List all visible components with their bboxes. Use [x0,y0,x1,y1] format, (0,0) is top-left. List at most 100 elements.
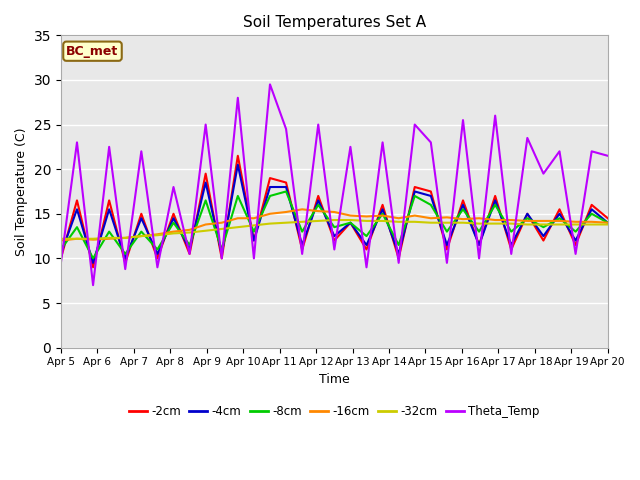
-2cm [266,175,274,181]
-8cm [476,229,483,235]
-4cm [89,260,97,266]
-32cm [106,235,113,241]
-2cm [556,206,563,212]
Theta_Temp [298,251,306,257]
-16cm [170,229,177,235]
-16cm [347,213,355,218]
-32cm [395,219,403,225]
-2cm [234,153,242,159]
-16cm [154,231,161,237]
-4cm [170,216,177,221]
-32cm [347,217,355,223]
Line: -16cm: -16cm [61,209,608,240]
-16cm [379,213,387,218]
-2cm [572,242,579,248]
-2cm [540,238,547,243]
-8cm [395,242,403,248]
-4cm [106,206,113,212]
-2cm [330,238,338,243]
Theta_Temp [379,140,387,145]
-8cm [186,242,193,248]
-2cm [73,197,81,203]
-32cm [492,221,499,227]
-16cm [57,238,65,243]
-32cm [138,233,145,239]
Theta_Temp [314,121,322,127]
-4cm [314,197,322,203]
Theta_Temp [347,144,355,150]
-16cm [411,213,419,218]
-16cm [218,220,225,226]
-8cm [298,229,306,235]
-2cm [379,202,387,208]
-2cm [57,255,65,261]
-32cm [282,220,290,226]
-8cm [604,220,612,226]
-4cm [524,211,531,216]
-16cm [427,216,435,221]
-8cm [314,202,322,208]
Theta_Temp [266,82,274,87]
-4cm [556,211,563,216]
-8cm [508,229,515,235]
-8cm [427,202,435,208]
-8cm [411,193,419,199]
X-axis label: Time: Time [319,373,349,386]
-4cm [604,220,612,226]
-2cm [524,211,531,216]
-2cm [122,260,129,266]
-16cm [443,215,451,220]
-16cm [250,216,258,221]
-4cm [395,251,403,257]
-8cm [379,211,387,216]
-32cm [218,226,225,232]
-32cm [588,222,595,228]
-8cm [106,229,113,235]
Line: -2cm: -2cm [61,156,608,267]
-16cm [234,216,242,221]
-16cm [540,218,547,224]
-32cm [556,222,563,228]
-32cm [202,228,209,234]
-32cm [604,222,612,228]
-32cm [427,220,435,226]
-16cm [492,217,499,223]
-2cm [395,255,403,261]
-2cm [347,220,355,226]
-8cm [73,224,81,230]
-16cm [330,209,338,215]
Theta_Temp [170,184,177,190]
-8cm [57,247,65,252]
Line: -4cm: -4cm [61,165,608,263]
-8cm [138,229,145,235]
-2cm [250,238,258,243]
-32cm [443,220,451,226]
-4cm [411,189,419,194]
-4cm [122,255,129,261]
-2cm [443,247,451,252]
Theta_Temp [89,282,97,288]
-2cm [363,247,371,252]
-4cm [363,242,371,248]
-16cm [73,236,81,241]
Theta_Temp [540,171,547,177]
Y-axis label: Soil Temperature (C): Soil Temperature (C) [15,127,28,256]
-8cm [556,216,563,221]
-8cm [492,202,499,208]
-8cm [89,255,97,261]
-32cm [250,223,258,228]
-32cm [411,219,419,225]
-16cm [202,222,209,228]
Theta_Temp [508,251,515,257]
-32cm [298,219,306,225]
-8cm [250,229,258,235]
-8cm [234,193,242,199]
-4cm [588,206,595,212]
-2cm [170,211,177,216]
Theta_Temp [330,247,338,252]
-4cm [186,247,193,252]
-16cm [138,233,145,239]
-4cm [250,238,258,243]
-32cm [540,222,547,228]
-2cm [186,251,193,257]
